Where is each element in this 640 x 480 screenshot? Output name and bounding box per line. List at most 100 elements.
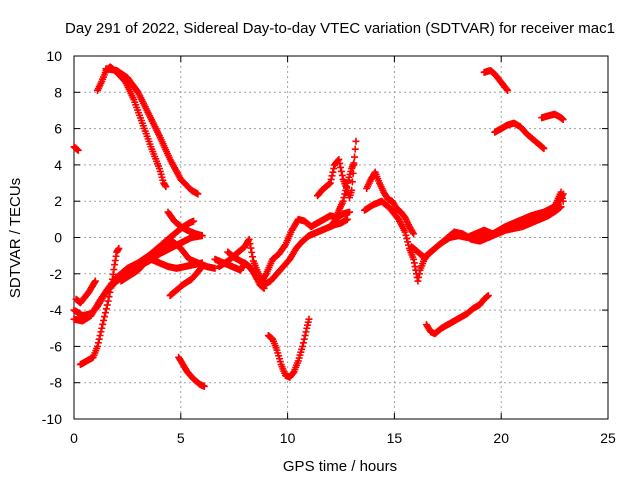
data-point-marker	[103, 301, 111, 309]
data-point-marker	[401, 228, 409, 236]
x-tick-label: 15	[387, 430, 403, 446]
data-point-marker	[300, 335, 308, 343]
series-s19	[363, 168, 418, 238]
data-point-marker	[540, 145, 548, 153]
data-point-marker	[340, 194, 348, 202]
y-tick-label: -6	[50, 338, 63, 354]
data-point-marker	[305, 315, 313, 323]
data-point-marker	[301, 332, 309, 340]
data-point-marker	[99, 320, 107, 328]
data-point-marker	[95, 335, 103, 343]
data-point-marker	[91, 277, 99, 285]
data-point-marker	[247, 244, 255, 252]
data-point-marker	[330, 165, 338, 173]
data-point-marker	[246, 240, 254, 248]
series-s12	[175, 353, 208, 390]
y-tick-label: 8	[54, 84, 62, 100]
data-point-marker	[338, 171, 346, 179]
y-tick-label: -10	[42, 411, 62, 427]
data-point-marker	[351, 153, 359, 161]
y-tick-label: -2	[50, 266, 63, 282]
data-point-marker	[96, 332, 104, 340]
data-point-marker	[339, 197, 347, 205]
data-point-marker	[329, 168, 337, 176]
data-point-marker	[194, 190, 202, 198]
data-point-marker	[106, 288, 114, 296]
data-point-marker	[101, 313, 109, 321]
data-point-marker	[403, 235, 411, 243]
x-tick-label: 10	[280, 430, 296, 446]
series-s9	[164, 208, 206, 240]
axis-ticks: 0 5 10 15 20 25 -10 -8 -6 -4 -2 0 2 4 6 8 10	[42, 48, 616, 446]
data-points	[70, 63, 567, 390]
data-point-marker	[335, 155, 343, 163]
data-point-marker	[248, 248, 256, 256]
x-axis-label: GPS time / hours	[283, 458, 397, 475]
series-s17	[326, 159, 358, 231]
series-s15	[224, 248, 268, 292]
data-point-marker	[342, 186, 350, 194]
data-point-marker	[97, 328, 105, 336]
data-point-marker	[410, 230, 418, 238]
series-s10	[147, 255, 206, 272]
data-point-marker	[503, 85, 511, 93]
series-s3	[102, 65, 202, 198]
data-point-marker	[348, 178, 356, 186]
series-s6	[72, 277, 99, 307]
data-point-marker	[102, 305, 110, 313]
data-point-marker	[74, 146, 82, 154]
data-point-marker	[245, 235, 253, 243]
data-point-marker	[249, 253, 257, 261]
data-point-marker	[346, 208, 354, 216]
x-tick-label: 25	[600, 430, 616, 446]
data-point-marker	[352, 137, 360, 145]
series-s25	[538, 110, 567, 124]
series-s1	[70, 143, 82, 154]
y-tick-label: 6	[54, 121, 62, 137]
series-s11	[166, 263, 206, 300]
data-point-marker	[402, 231, 410, 239]
data-point-marker	[302, 328, 310, 336]
y-tick-label: 0	[54, 230, 62, 246]
data-point-marker	[299, 339, 307, 347]
series-s26	[476, 188, 567, 241]
data-point-marker	[327, 175, 335, 183]
data-point-marker	[190, 217, 198, 225]
data-point-marker	[107, 284, 115, 292]
data-point-marker	[343, 215, 351, 223]
data-point-marker	[260, 284, 268, 292]
data-point-marker	[299, 342, 307, 350]
data-point-marker	[200, 382, 208, 390]
data-point-marker	[162, 183, 170, 191]
data-point-marker	[557, 203, 565, 211]
data-point-marker	[404, 238, 412, 246]
x-tick-label: 20	[493, 430, 509, 446]
data-point-marker	[101, 309, 109, 317]
data-point-marker	[94, 339, 102, 347]
y-axis-label: SDTVAR / TECUs	[7, 178, 24, 298]
data-point-marker	[328, 172, 336, 180]
data-point-marker	[336, 159, 344, 167]
y-tick-label: -4	[50, 302, 63, 318]
data-point-marker	[559, 116, 567, 124]
data-point-marker	[409, 228, 417, 236]
data-point-marker	[198, 232, 206, 240]
data-point-marker	[348, 186, 356, 194]
data-point-marker	[100, 316, 108, 324]
series-s22	[422, 292, 492, 338]
x-tick-label: 5	[177, 430, 185, 446]
y-tick-label: 4	[54, 157, 62, 173]
series-s18	[264, 315, 313, 381]
y-tick-label: 10	[46, 48, 62, 64]
data-point-marker	[484, 292, 492, 300]
data-point-marker	[337, 163, 345, 171]
data-point-marker	[115, 244, 123, 252]
data-point-marker	[93, 342, 101, 350]
x-tick-label: 0	[70, 430, 78, 446]
data-point-marker	[326, 179, 334, 187]
data-point-marker	[104, 297, 112, 305]
data-point-marker	[198, 263, 206, 271]
chart-title: Day 291 of 2022, Sidereal Day-to-day VTE…	[65, 20, 615, 37]
series-s24	[491, 119, 548, 153]
